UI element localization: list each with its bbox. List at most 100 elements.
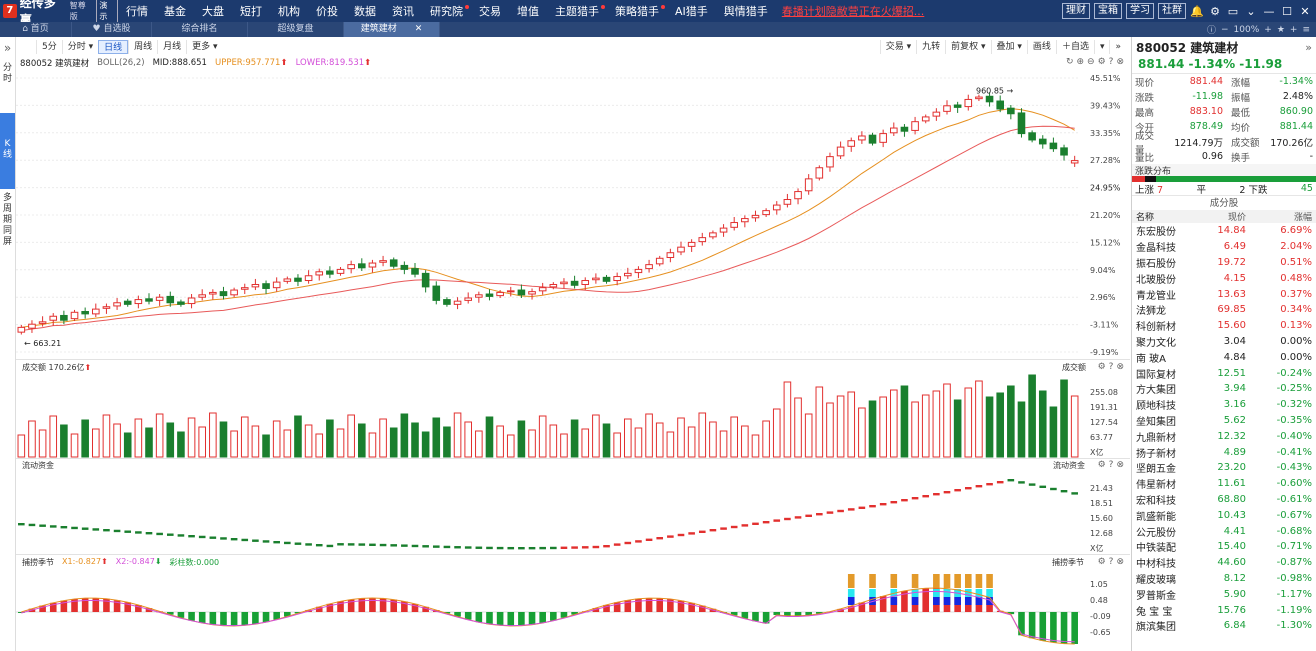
settings-icon[interactable]: ⚙ [1097,557,1106,567]
menu-item[interactable]: 增值 [517,5,539,18]
component-row[interactable]: 坚朗五金 23.20 -0.43% [1132,460,1316,476]
component-row[interactable]: 东宏股份 14.84 6.69% [1132,223,1316,239]
component-row[interactable]: 耀皮玻璃 8.12 -0.98% [1132,571,1316,587]
add-icon[interactable]: + [1289,24,1298,35]
menu-item[interactable]: 数据 [354,5,376,18]
component-row[interactable]: 公元股份 4.41 -0.68% [1132,523,1316,539]
collapse-icon[interactable]: » [3,41,12,55]
info-icon[interactable]: ⓘ [1206,26,1216,36]
component-row[interactable]: 金晶科技 6.49 2.04% [1132,239,1316,255]
column-header[interactable]: 涨幅 [1293,213,1312,223]
star-icon[interactable]: ★ [1276,24,1285,35]
refresh-icon[interactable]: ↻ [1065,57,1074,67]
toolbar-前复权[interactable]: 前复权 ▾ [945,40,990,54]
settings-icon[interactable]: ⚙ [1097,57,1106,67]
component-row[interactable]: 振石股份 19.72 0.51% [1132,255,1316,271]
expand-icon[interactable]: » [1109,40,1126,54]
add-icon[interactable]: ⊕ [1076,57,1085,67]
tab[interactable]: 综合排名 [152,22,248,37]
menu-item[interactable]: 策略猎手 [607,3,667,19]
maximize-icon[interactable]: ☐ [1282,4,1292,18]
menu-item[interactable]: 短打 [240,5,262,18]
settings-icon[interactable]: ⚙ [1097,460,1106,470]
tab[interactable]: ♥ 自选股 [72,22,152,37]
component-row[interactable]: 中铁装配 15.40 -0.71% [1132,539,1316,555]
menu-item[interactable]: 价投 [316,5,338,18]
menu-item[interactable]: AI猎手 [675,5,708,18]
component-row[interactable]: 罗普斯金 5.90 -1.17% [1132,586,1316,602]
component-row[interactable]: 九鼎新材 12.32 -0.40% [1132,428,1316,444]
chevron-down-icon[interactable]: ▾ [1093,40,1110,54]
component-row[interactable]: 聚力文化 3.04 0.00% [1132,334,1316,350]
period-周线[interactable]: 周线 [128,40,157,54]
toolbar-叠加[interactable]: 叠加 ▾ [990,40,1027,54]
collapse-icon[interactable]: » [1305,40,1312,54]
boll-label[interactable]: BOLL(26,2) [97,58,145,68]
component-row[interactable]: 宏和科技 68.80 -0.61% [1132,492,1316,508]
menu-item[interactable]: 基金 [164,5,186,18]
help-icon[interactable]: ? [1108,362,1114,372]
menu-item[interactable]: 行情 [126,5,148,18]
period-5分[interactable]: 5分 [36,40,62,54]
menu-item[interactable]: 资讯 [392,5,414,18]
top-button[interactable]: 社群 [1158,3,1186,19]
component-row[interactable]: 兔 宝 宝 15.76 -1.19% [1132,602,1316,618]
tab[interactable]: 超级复盘 [248,22,344,37]
help-icon[interactable]: ? [1108,557,1114,567]
menu-item[interactable]: 机构 [278,5,300,18]
component-row[interactable]: 国际复材 12.51 -0.24% [1132,365,1316,381]
component-row[interactable]: 法狮龙 69.85 0.34% [1132,302,1316,318]
component-row[interactable]: 青龙管业 13.63 0.37% [1132,286,1316,302]
component-row[interactable]: 方大集团 3.94 -0.25% [1132,381,1316,397]
period-更多[interactable]: 更多 ▾ [186,40,222,54]
column-header[interactable]: 现价 [1227,213,1246,223]
top-button[interactable]: 学习 [1126,3,1154,19]
flow-chart[interactable]: 21.43 18.51 15.60 12.68 X亿 [16,471,1130,555]
marquee-link[interactable]: 春播计划隐敝营正在火爆招... [781,5,925,18]
close-icon[interactable]: ✕ [1300,4,1310,18]
period-月线[interactable]: 月线 [157,40,186,54]
help-icon[interactable]: ? [1108,57,1114,67]
zoom-in-icon[interactable]: + [1264,24,1272,35]
close-icon[interactable]: ✕ [414,24,423,34]
top-button[interactable]: 理财 [1062,3,1090,19]
toolbar-自选[interactable]: ＋自选 [1055,40,1094,54]
component-row[interactable]: 扬子新材 4.89 -0.41% [1132,444,1316,460]
window-icon[interactable]: ▭ [1227,4,1239,18]
kline-chart[interactable]: 45.51% 39.43% 33.35% 27.28% 24.95% 21.20% 15.1… [16,70,1130,360]
component-row[interactable]: 科创新材 15.60 0.13% [1132,318,1316,334]
close-icon[interactable]: ⊗ [1116,460,1124,470]
view-fenshi[interactable]: 分时 [0,59,15,95]
menu-item[interactable]: 大盘 [202,5,224,18]
menu-icon[interactable]: ≡ [1302,24,1310,35]
component-row[interactable]: 垒知集团 5.62 -0.35% [1132,413,1316,429]
component-row[interactable]: 顾地科技 3.16 -0.32% [1132,397,1316,413]
minimize-icon[interactable]: — [1263,4,1275,18]
view-multi-period[interactable]: 多周期同屏 [0,189,15,259]
close-icon[interactable]: ⊗ [1116,557,1124,567]
close-icon[interactable]: ⊗ [1116,57,1124,67]
toolbar-交易[interactable]: 交易 ▾ [879,40,916,54]
close-icon[interactable]: ⊗ [1116,362,1124,372]
component-row[interactable]: 伟星新材 11.61 -0.60% [1132,476,1316,492]
help-icon[interactable]: ? [1108,460,1114,470]
chevron-down-icon[interactable]: ⌄ [1246,4,1256,18]
menu-item[interactable]: 主题猎手 [547,3,607,19]
component-row[interactable]: 南 玻A 4.84 0.00% [1132,349,1316,365]
oscillator-chart[interactable]: 1.05 0.48 -0.09 -0.65 [16,567,1130,651]
toolbar-画线[interactable]: 画线 [1026,40,1056,54]
component-row[interactable]: 北玻股份 4.15 0.48% [1132,270,1316,286]
top-button[interactable]: 宝箱 [1094,3,1122,19]
menu-item[interactable]: 研究院 [422,3,471,19]
gear-icon[interactable]: ⚙ [1210,4,1220,18]
column-header[interactable]: 名称 [1136,213,1155,223]
toolbar-九转[interactable]: 九转 [916,40,945,54]
period-日线[interactable]: 日线 [98,40,129,54]
menu-item[interactable]: 舆情猎手 [723,5,768,18]
settings-icon[interactable]: ⚙ [1097,362,1106,372]
component-row[interactable]: 凯盛新能 10.43 -0.67% [1132,507,1316,523]
volume-chart[interactable]: 255.08 191.31 127.54 63.77 X亿 [16,373,1130,459]
period-分时[interactable]: 分时 ▾ [61,40,98,54]
bell-icon[interactable]: 🔔 [1190,4,1204,18]
